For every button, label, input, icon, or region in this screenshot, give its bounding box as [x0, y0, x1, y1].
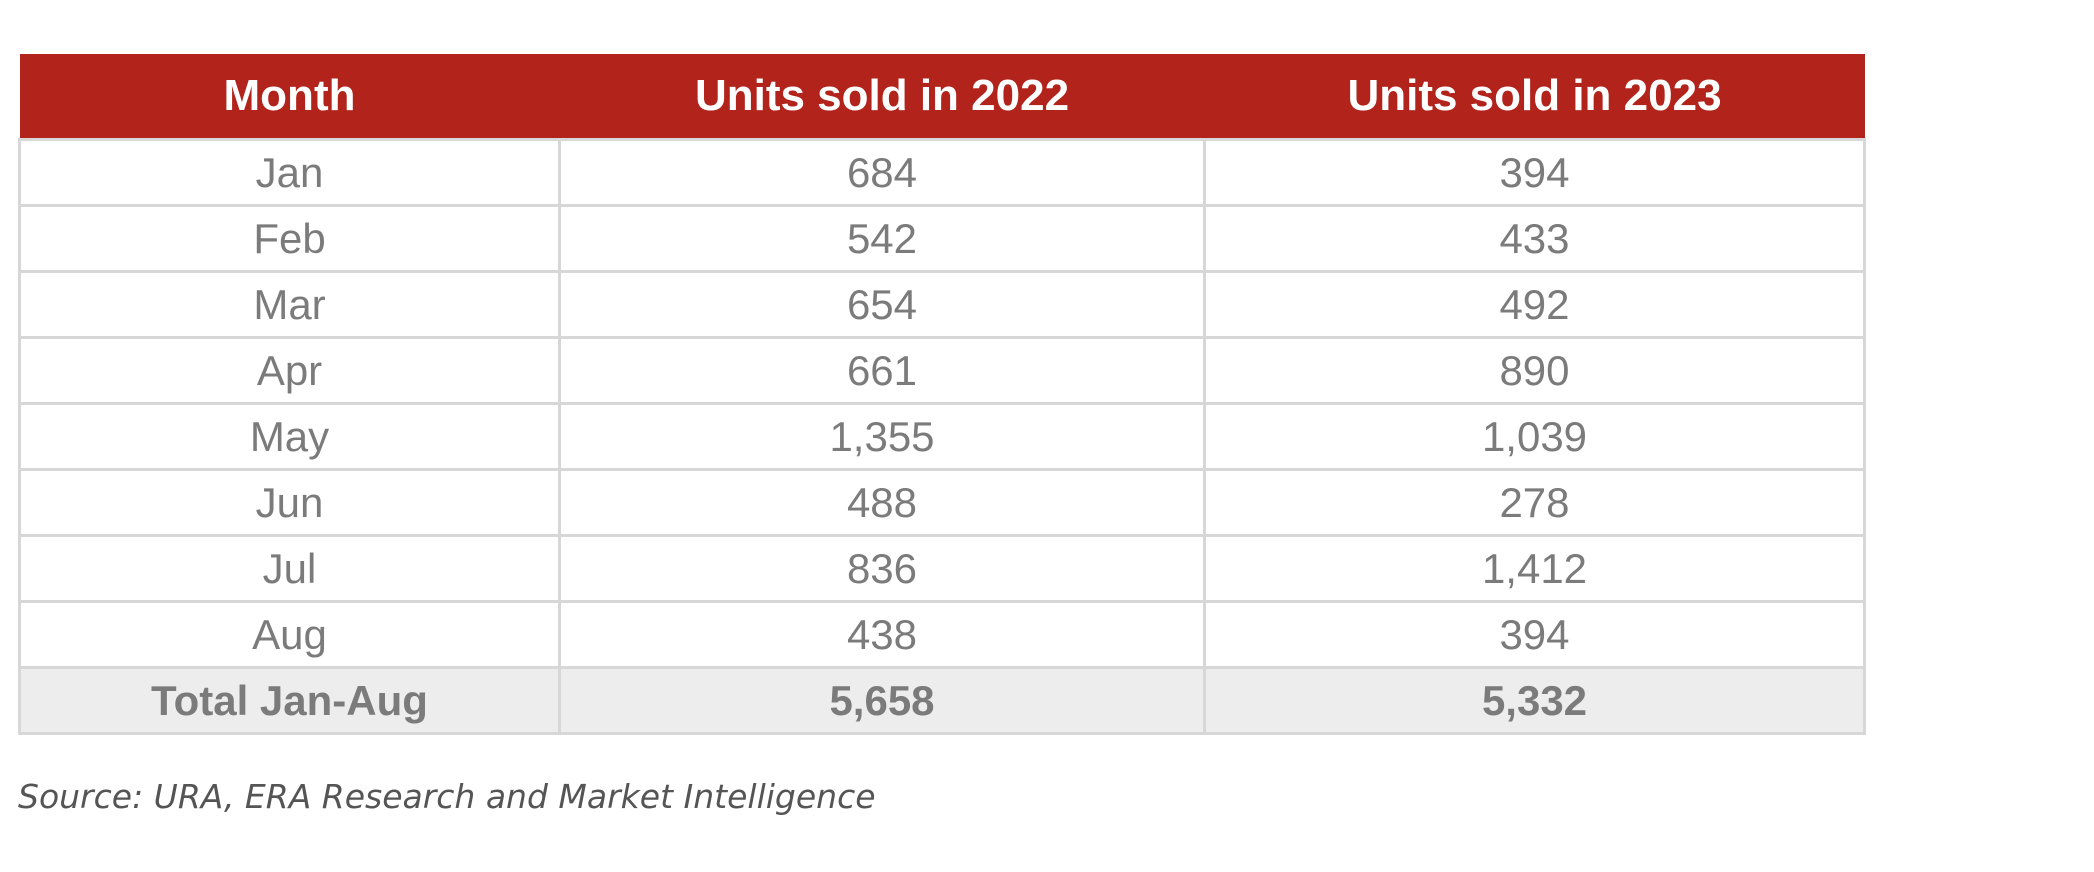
units-2022-cell: 488: [558, 468, 1206, 537]
total-label-cell: Total Jan-Aug: [18, 666, 561, 735]
month-cell: Jun: [18, 468, 561, 537]
total-row: Total Jan-Aug 5,658 5,332: [18, 666, 1866, 735]
column-header-units-2023: Units sold in 2023: [1204, 54, 1865, 140]
table-row: Feb 542 433: [18, 204, 1866, 273]
month-cell: Apr: [18, 336, 561, 405]
header-row: Month Units sold in 2022 Units sold in 2…: [19, 54, 1865, 140]
units-2022-cell: 836: [558, 534, 1206, 603]
table-row: Aug 438 394: [18, 600, 1866, 669]
table-row: Apr 661 890: [18, 336, 1866, 405]
total-2023-cell: 5,332: [1203, 666, 1866, 735]
column-header-month: Month: [19, 54, 560, 140]
source-note: Source: URA, ERA Research and Market Int…: [18, 777, 876, 816]
month-cell: Aug: [18, 600, 561, 669]
table-row: Jun 488 278: [18, 468, 1866, 537]
units-2023-cell: 394: [1203, 138, 1866, 207]
table-row: Jan 684 394: [18, 138, 1866, 207]
units-2022-cell: 1,355: [558, 402, 1206, 471]
month-cell: Jul: [18, 534, 561, 603]
units-2022-cell: 661: [558, 336, 1206, 405]
column-header-units-2022: Units sold in 2022: [559, 54, 1205, 140]
month-cell: Mar: [18, 270, 561, 339]
month-cell: Feb: [18, 204, 561, 273]
table-row: May 1,355 1,039: [18, 402, 1866, 471]
units-2022-cell: 684: [558, 138, 1206, 207]
total-2022-cell: 5,658: [558, 666, 1206, 735]
units-2022-cell: 542: [558, 204, 1206, 273]
month-cell: May: [18, 402, 561, 471]
units-2023-cell: 394: [1203, 600, 1866, 669]
units-2022-cell: 438: [558, 600, 1206, 669]
table-body: Jan 684 394 Feb 542 433 Mar 654 492 Apr …: [18, 138, 1866, 735]
month-cell: Jan: [18, 138, 561, 207]
table-row: Mar 654 492: [18, 270, 1866, 339]
units-2023-cell: 278: [1203, 468, 1866, 537]
table-row: Jul 836 1,412: [18, 534, 1866, 603]
units-2023-cell: 890: [1203, 336, 1866, 405]
units-2023-cell: 1,039: [1203, 402, 1866, 471]
units-sold-table: Month Units sold in 2022 Units sold in 2…: [18, 54, 1866, 735]
units-2023-cell: 1,412: [1203, 534, 1866, 603]
units-2023-cell: 492: [1203, 270, 1866, 339]
units-2022-cell: 654: [558, 270, 1206, 339]
units-2023-cell: 433: [1203, 204, 1866, 273]
